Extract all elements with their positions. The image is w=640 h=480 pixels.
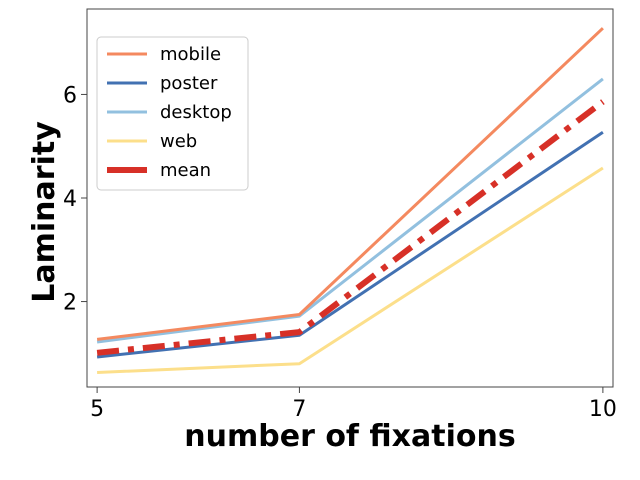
series-line-mean xyxy=(96,99,605,356)
legend-label-web: web xyxy=(160,131,197,152)
x-axis-ticks: 5 7 10 xyxy=(90,387,617,422)
series-line-web xyxy=(97,166,604,374)
y-tick-label: 4 xyxy=(63,187,77,212)
legend: mobile poster desktop web mean xyxy=(96,36,249,191)
series-line-desktop xyxy=(96,77,604,344)
series-line-mobile xyxy=(96,27,604,341)
x-tick-label: 5 xyxy=(90,397,104,422)
legend-label-mobile: mobile xyxy=(160,44,221,65)
x-tick-label: 7 xyxy=(292,397,306,422)
y-axis-ticks: 2 4 6 xyxy=(63,83,87,316)
series-line-poster xyxy=(96,130,604,359)
series-lines xyxy=(96,27,605,374)
legend-label-desktop: desktop xyxy=(160,102,232,123)
legend-label-poster: poster xyxy=(160,73,218,94)
legend-label-mean: mean xyxy=(160,160,211,181)
x-tick-label: 10 xyxy=(589,397,617,422)
y-tick-label: 6 xyxy=(63,83,77,108)
y-axis-title: Laminarity xyxy=(27,121,62,303)
x-axis-title: number of fixations xyxy=(184,419,515,454)
y-tick-label: 2 xyxy=(63,291,77,316)
legend-frame xyxy=(96,36,249,191)
